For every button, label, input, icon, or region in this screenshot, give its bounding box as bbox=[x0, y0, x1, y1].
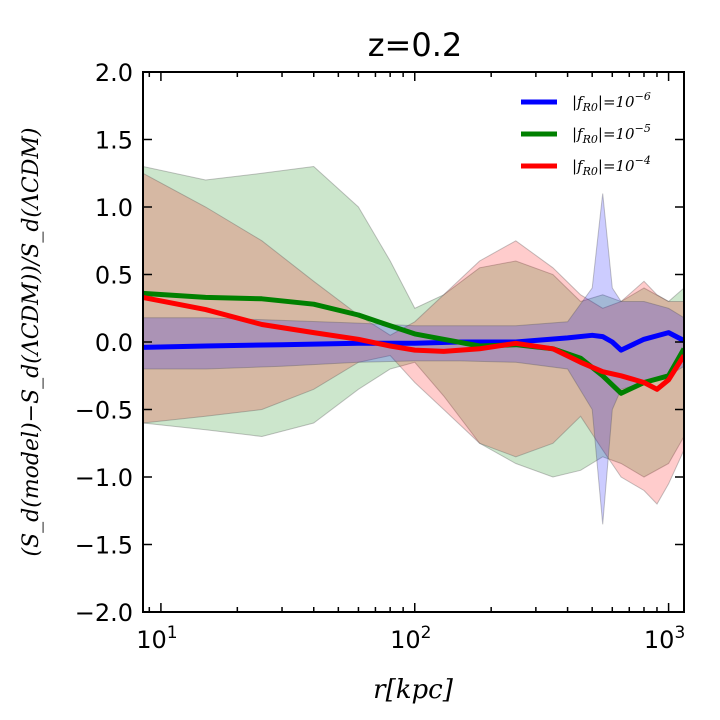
legend-label-main-1: |f bbox=[572, 125, 585, 143]
x-tick-exponent-0: 1 bbox=[167, 623, 178, 643]
legend-label-main-2: |f bbox=[572, 157, 585, 175]
y-tick-label-8: −2.0 bbox=[75, 599, 133, 627]
legend-label-mid-1: |=10 bbox=[598, 125, 635, 143]
legend-label-1: |fR0|=10−5 bbox=[572, 122, 651, 146]
legend-label-2: |fR0|=10−4 bbox=[572, 154, 651, 178]
x-tick-label-0: 101 bbox=[136, 623, 177, 654]
x-tick-exponent-2: 3 bbox=[674, 623, 685, 643]
y-tick-label-7: −1.5 bbox=[75, 532, 133, 560]
y-tick-label-1: 1.5 bbox=[95, 127, 133, 155]
y-axis-ticks: 2.0 1.5 1.0 0.5 0.0 −0.5 −1.0 −1.5 −2.0 bbox=[75, 59, 684, 627]
x-tick-label-2: 103 bbox=[644, 623, 685, 654]
legend-label-exp-1: −5 bbox=[635, 122, 651, 135]
legend-label-exp-0: −6 bbox=[635, 90, 651, 103]
band-0 bbox=[143, 193, 684, 525]
band-1 bbox=[143, 165, 684, 478]
y-tick-label-3: 0.5 bbox=[95, 262, 133, 290]
y-axis-label: (S_d(model)−S_d(ΛCDM))/S_d(ΛCDM) bbox=[19, 128, 44, 557]
x-axis-label: r[kpc] bbox=[373, 675, 454, 705]
legend-label-0: |fR0|=10−6 bbox=[572, 90, 651, 114]
y-tick-label-6: −1.0 bbox=[75, 464, 133, 492]
y-tick-label-0: 2.0 bbox=[95, 59, 133, 87]
legend-label-sub-1: R0 bbox=[582, 133, 598, 146]
series-line-2 bbox=[143, 294, 684, 392]
series-line-1 bbox=[143, 290, 684, 396]
legend-label-main-0: |f bbox=[572, 93, 585, 111]
x-tick-label-1: 102 bbox=[390, 623, 431, 654]
legend: |fR0|=10−6|fR0|=10−5|fR0|=10−4 bbox=[521, 90, 651, 178]
x-axis-ticks: 101 102 103 bbox=[136, 72, 685, 654]
legend-label-sub-0: R0 bbox=[582, 101, 598, 114]
series-lines bbox=[143, 290, 684, 396]
x-tick-exponent-1: 2 bbox=[421, 623, 432, 643]
series-line-0 bbox=[143, 330, 684, 353]
y-tick-label-4: 0.0 bbox=[95, 329, 133, 357]
legend-label-sub-2: R0 bbox=[582, 165, 598, 178]
legend-label-exp-2: −4 bbox=[635, 154, 651, 167]
y-tick-label-5: −0.5 bbox=[75, 397, 133, 425]
confidence-bands bbox=[143, 165, 684, 525]
band-2 bbox=[143, 172, 684, 505]
chart-title: z=0.2 bbox=[368, 26, 463, 64]
legend-label-mid-0: |=10 bbox=[598, 93, 635, 111]
legend-label-mid-2: |=10 bbox=[598, 157, 635, 175]
y-tick-label-2: 1.0 bbox=[95, 194, 133, 222]
